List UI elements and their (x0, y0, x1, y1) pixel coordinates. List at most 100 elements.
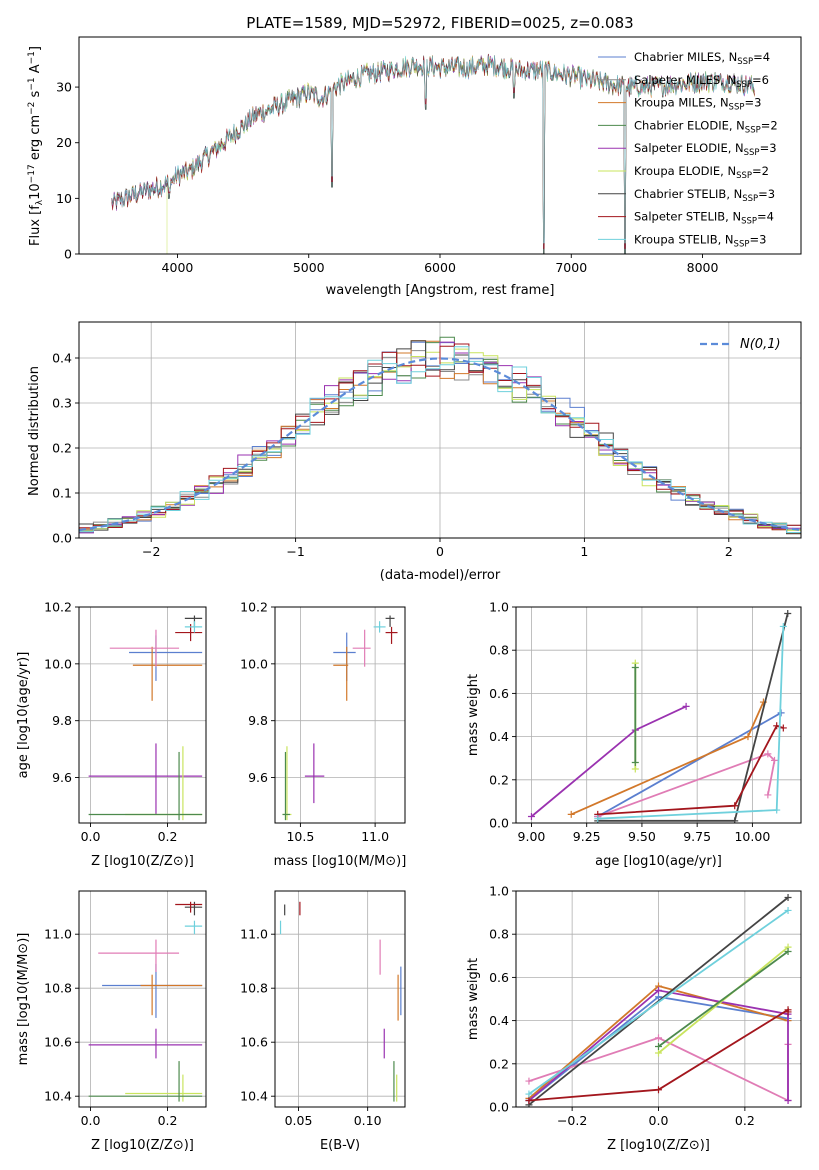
legend-label: Chabrier MILES, N (634, 50, 737, 64)
weight-vs-metallicity-plot: −0.2 0.0 0.2 0.0 0.2 0.4 0.6 0.8 1.0 Z [log10(Z/Z… (466, 884, 802, 1153)
y-tick-label: 1.0 (489, 884, 509, 899)
y-tick-label: 0.4 (489, 1013, 509, 1028)
ylabel-part: −1 (27, 51, 37, 64)
weight-marker (567, 810, 575, 818)
legend-label: Salpeter MILES, N (634, 73, 736, 87)
y-tick-label: 0.0 (52, 531, 72, 546)
weight-marker (773, 806, 781, 814)
weight-marker (764, 750, 772, 758)
plot-area (282, 615, 398, 821)
weight-marker (631, 663, 639, 671)
legend-suffix: =3 (760, 141, 777, 155)
weight-marker (655, 1049, 662, 1057)
x-tick-label: 9.75 (683, 829, 711, 844)
weight-line-krou_stelib (528, 909, 789, 1095)
y-axis-label: mass weight (466, 958, 481, 1040)
axes-frame (515, 606, 802, 824)
legend-sub: SSP (736, 171, 752, 181)
y-tick-label: 10.8 (240, 981, 268, 996)
plot-area (88, 901, 203, 1102)
axes-frame (274, 890, 406, 1108)
y-tick-label: 10.0 (240, 656, 268, 671)
legend-sub: SSP (729, 103, 745, 113)
ylabel-part: −2 (27, 102, 37, 115)
y-tick-label: 9.8 (248, 713, 268, 728)
y-tick-label: 9.6 (52, 770, 72, 785)
legend-sub: SSP (742, 194, 758, 204)
weight-marker (631, 765, 639, 773)
legend-label: Chabrier ELODIE, N (634, 118, 745, 132)
weight-marker (631, 759, 639, 767)
legend-label: Salpeter ELODIE, N (634, 141, 744, 155)
y-tick-label: 10.2 (240, 600, 268, 615)
y-tick-label: 0.2 (489, 1056, 509, 1071)
y-tick-label: 20 (56, 135, 72, 150)
x-tick-label: 0.0 (81, 829, 101, 844)
mass-vs-ebv-plot: 0.05 0.10 10.4 10.6 10.8 11.0 E(B-V) (240, 890, 406, 1153)
weight-marker (784, 1008, 792, 1016)
y-tick-label: 9.6 (248, 770, 268, 785)
grid-lines (275, 891, 405, 1107)
plot-area (111, 53, 755, 254)
mass-vs-metallicity-plot: 0.0 0.2 10.4 10.6 10.8 11.0 Z [log10(Z/Z⊙)] mas… (16, 890, 207, 1153)
legend-suffix: =2 (752, 164, 769, 178)
legend-entry: Kroupa ELODIE, NSSP=2 (634, 164, 769, 181)
y-tick-label: 0.2 (489, 772, 509, 787)
normal-legend-label: N(0,1) (740, 337, 781, 352)
x-tick-label: −2 (142, 544, 160, 559)
legend-sub: SSP (737, 57, 753, 67)
legend-suffix: =4 (757, 210, 774, 224)
ylabel-part: A (28, 64, 43, 77)
x-axis-label: age [log10(age/yr)] (595, 854, 722, 869)
legend-entry: Chabrier STELIB, NSSP=3 (634, 187, 775, 204)
normal-curve (79, 357, 801, 532)
y-tick-label: 9.8 (52, 713, 72, 728)
legend-entry: Salpeter STELIB, NSSP=4 (634, 210, 774, 227)
x-tick-label: 0.0 (649, 1113, 669, 1128)
weight-line-salp_elodie (528, 989, 789, 1102)
x-tick-label: 8000 (687, 260, 719, 275)
legend-sub: SSP (734, 239, 750, 249)
ylabel-part: s (28, 90, 43, 101)
x-tick-label: 7000 (555, 260, 587, 275)
hist-step-krou_stelib (79, 346, 801, 538)
y-tick-label: 0.2 (52, 441, 72, 456)
x-tick-label: 0.2 (158, 1113, 178, 1128)
y-axis-label: mass [log10(M/M⊙)] (16, 933, 31, 1066)
weight-marker (779, 622, 787, 630)
x-tick-label: 2 (725, 544, 733, 559)
plot-area (88, 615, 203, 821)
legend-entry: Kroupa STELIB, NSSP=3 (634, 232, 766, 249)
weight-marker (655, 986, 662, 994)
residual-histogram: −2 −1 0 1 2 0.0 0.1 0.2 0.3 0.4 N(0,1) (52, 321, 802, 559)
weight-marker (764, 791, 772, 799)
legend-suffix: =3 (744, 96, 761, 110)
y-tick-label: 11.0 (44, 927, 72, 942)
x-tick-label: 0.10 (354, 1113, 382, 1128)
weight-marker (784, 893, 792, 901)
weight-marker (731, 817, 739, 823)
legend-sub: SSP (736, 80, 752, 90)
weight-marker (527, 813, 535, 821)
axes-frame (78, 890, 207, 1108)
y-tick-label: 0.4 (52, 351, 72, 366)
legend-sub: SSP (745, 125, 761, 135)
x-tick-label: 0 (436, 544, 444, 559)
weight-marker (731, 802, 739, 810)
weight-marker (525, 1077, 533, 1085)
weight-line-pink (597, 752, 776, 818)
weight-marker (525, 1097, 533, 1105)
spectrum-line-krou_stelib (111, 55, 755, 244)
y-tick-label: 0.8 (489, 643, 509, 658)
y-tick-label: 30 (56, 80, 72, 95)
x-tick-label: −1 (286, 544, 304, 559)
x-axis-label: Z [log10(Z/Z⊙)] (91, 854, 194, 869)
plot-area (525, 893, 792, 1107)
legend-entry: Salpeter ELODIE, NSSP=3 (634, 141, 777, 158)
x-tick-label: 6000 (424, 260, 456, 275)
y-tick-label: 0.6 (489, 686, 509, 701)
legend-suffix: =6 (752, 73, 769, 87)
ylabel-part: −17 (27, 164, 37, 183)
legend-label: Kroupa MILES, N (634, 96, 729, 110)
